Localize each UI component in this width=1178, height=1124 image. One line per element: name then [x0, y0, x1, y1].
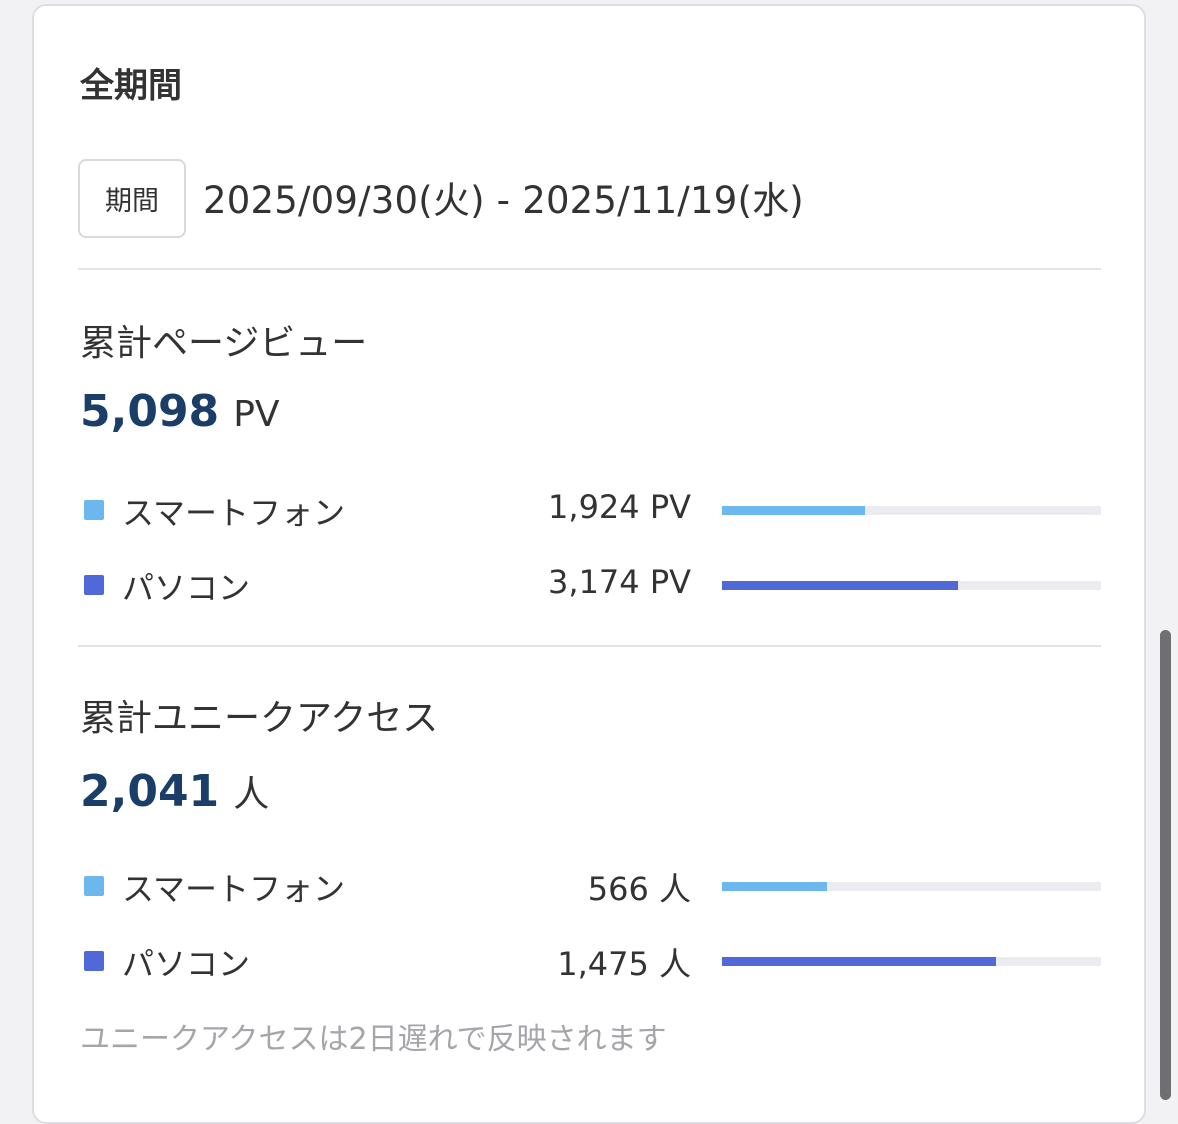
- period-label-badge: 期間: [78, 159, 186, 238]
- unique-pc-bar: [722, 957, 1101, 966]
- pageviews-total-number: 5,098: [80, 386, 220, 437]
- unique-total: 2,041 人: [80, 765, 269, 817]
- unique-delay-note: ユニークアクセスは2日遅れで反映されます: [80, 1022, 667, 1057]
- pc-legend-square: [84, 951, 104, 971]
- unique-title: 累計ユニークアクセス: [80, 698, 439, 739]
- divider: [78, 645, 1101, 647]
- pageviews-title: 累計ページビュー: [80, 323, 368, 364]
- unique-smartphone-value: 566 人: [587, 870, 691, 908]
- unique-pc-value: 1,475 人: [557, 945, 691, 983]
- unique-smartphone-bar: [722, 882, 1101, 891]
- divider: [78, 268, 1101, 270]
- all-period-card: [32, 4, 1146, 1124]
- card-title: 全期間: [80, 66, 182, 106]
- unique-pc-bar-fill: [722, 957, 997, 966]
- pageviews-smartphone-value: 1,924 PV: [548, 488, 691, 526]
- smartphone-legend-square: [84, 500, 104, 520]
- unique-total-number: 2,041: [80, 766, 220, 817]
- period-range: 2025/09/30(火) - 2025/11/19(水): [203, 179, 804, 222]
- pc-legend-square: [84, 575, 104, 595]
- pageviews-pc-bar: [722, 581, 1101, 590]
- pageviews-pc-value: 3,174 PV: [548, 563, 691, 601]
- unique-total-unit: 人: [233, 774, 270, 815]
- pageviews-pc-bar-fill: [722, 581, 959, 590]
- pageviews-smartphone-bar: [722, 506, 1101, 515]
- scrollbar[interactable]: [1160, 630, 1171, 1100]
- pageviews-total-unit: PV: [233, 394, 280, 435]
- unique-smartphone-label: スマートフォン: [122, 870, 346, 908]
- pageviews-pc-label: パソコン: [122, 569, 251, 607]
- pageviews-smartphone-label: スマートフォン: [122, 494, 346, 532]
- unique-pc-label: パソコン: [122, 945, 251, 983]
- unique-smartphone-bar-fill: [722, 882, 827, 891]
- pageviews-smartphone-bar-fill: [722, 506, 865, 515]
- smartphone-legend-square: [84, 876, 104, 896]
- pageviews-total: 5,098 PV: [80, 386, 280, 437]
- period-label: 期間: [105, 186, 159, 217]
